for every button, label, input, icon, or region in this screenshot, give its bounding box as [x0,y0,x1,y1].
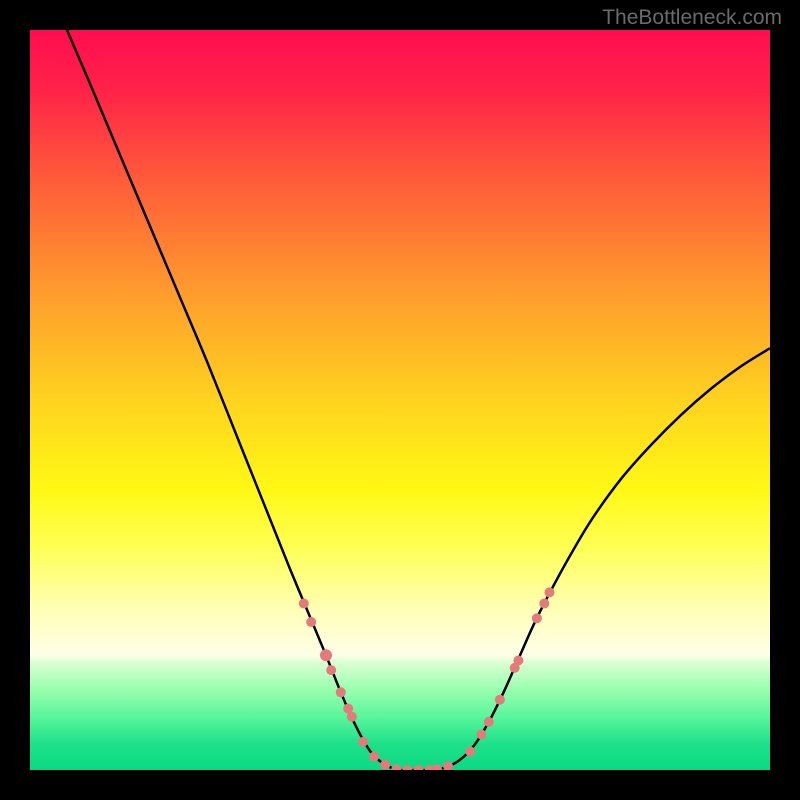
scatter-point [484,717,494,727]
plot-area [30,30,770,770]
scatter-point [380,760,390,770]
scatter-point [320,649,332,661]
scatter-point [369,752,379,762]
scatter-point [432,764,442,770]
scatter-point [443,761,453,770]
scatter-point [299,599,309,609]
scatter-point [336,687,346,697]
scatter-point [347,712,357,722]
scatter-point [532,613,542,623]
scatter-point [465,747,475,757]
scatter-point [414,765,424,770]
scatter-point [476,729,486,739]
scatter-point [358,737,368,747]
scatter-point [402,765,412,770]
scatter-point [513,655,523,665]
scatter-point [495,695,505,705]
watermark-text: TheBottleneck.com [602,6,782,30]
scatter-point [539,599,549,609]
scatter-point [544,587,554,597]
scatter-point [306,617,316,627]
scatter-point [391,764,401,770]
scatter-point [326,665,336,675]
